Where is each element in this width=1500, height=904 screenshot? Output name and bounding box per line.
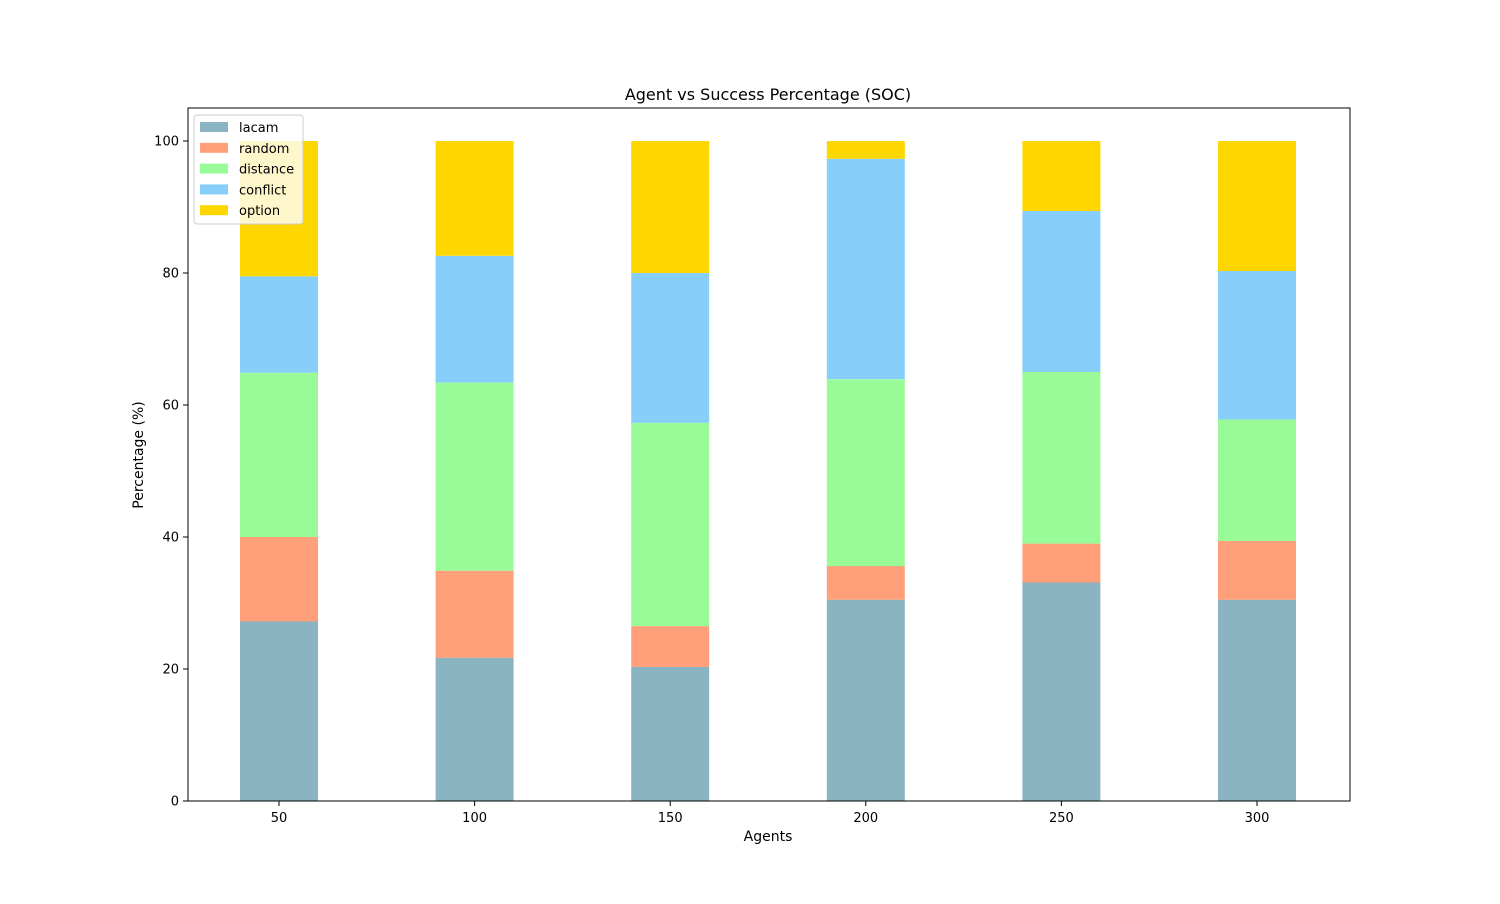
y-tick-label: 100 xyxy=(154,135,179,150)
bar-lacam-50 xyxy=(240,621,318,801)
bar-option-150 xyxy=(631,141,710,273)
bar-distance-100 xyxy=(435,382,514,571)
bars-layer xyxy=(240,141,1296,801)
bar-random-50 xyxy=(240,537,318,622)
bar-option-100 xyxy=(435,141,514,256)
x-tick-label: 300 xyxy=(1245,811,1270,826)
y-tick-label: 40 xyxy=(162,531,179,546)
bar-option-300 xyxy=(1218,141,1296,271)
legend-box xyxy=(193,114,304,225)
legend-label-distance: distance xyxy=(239,163,294,178)
bar-distance-50 xyxy=(240,372,318,537)
bar-option-250 xyxy=(1022,141,1101,211)
legend-swatch-random xyxy=(200,142,228,153)
bar-distance-250 xyxy=(1022,372,1101,544)
legend-swatch-distance xyxy=(200,163,228,174)
bar-distance-300 xyxy=(1218,419,1296,541)
y-tick-label: 20 xyxy=(162,663,179,678)
bar-random-300 xyxy=(1218,541,1296,600)
y-tick-label: 80 xyxy=(162,267,179,282)
x-tick-label: 250 xyxy=(1049,811,1074,826)
bar-random-200 xyxy=(826,566,905,600)
bar-distance-150 xyxy=(631,422,710,627)
legend-label-lacam: lacam xyxy=(239,121,278,136)
bar-random-250 xyxy=(1022,543,1101,583)
bar-lacam-100 xyxy=(435,657,514,801)
bar-lacam-300 xyxy=(1218,599,1296,801)
legend-label-option: option xyxy=(239,204,280,219)
x-tick-label: 200 xyxy=(853,811,878,826)
y-axis-label: Percentage (%) xyxy=(131,401,147,508)
bar-lacam-200 xyxy=(826,599,905,801)
plot-frame xyxy=(187,107,1351,802)
bar-option-200 xyxy=(826,141,905,159)
y-tick-label: 0 xyxy=(171,795,179,810)
legend-label-random: random xyxy=(239,142,289,157)
y-tick-label: 60 xyxy=(162,399,179,414)
bar-random-150 xyxy=(631,626,710,667)
x-tick-label: 50 xyxy=(271,811,288,826)
bar-lacam-150 xyxy=(631,667,710,801)
bar-random-100 xyxy=(435,570,514,658)
x-axis-label: Agents xyxy=(744,829,793,845)
bar-conflict-150 xyxy=(631,273,710,423)
x-axis: 50 100 150 200 250 300 xyxy=(271,801,1270,826)
legend-swatch-option xyxy=(200,205,228,216)
bar-conflict-300 xyxy=(1218,271,1296,420)
bar-distance-200 xyxy=(826,379,905,567)
bar-lacam-250 xyxy=(1022,582,1101,801)
y-axis: 0 20 40 60 80 100 xyxy=(154,135,188,810)
bar-conflict-250 xyxy=(1022,211,1101,372)
x-tick-label: 150 xyxy=(658,811,683,826)
legend-swatch-conflict xyxy=(200,184,228,195)
legend-swatch-lacam xyxy=(200,122,228,132)
x-tick-label: 100 xyxy=(462,811,487,826)
chart-title: Agent vs Success Percentage (SOC) xyxy=(625,85,911,104)
bar-conflict-200 xyxy=(826,158,905,380)
legend: lacam random distance conflict option xyxy=(193,114,304,225)
bar-conflict-50 xyxy=(240,276,318,373)
bar-conflict-100 xyxy=(435,255,514,383)
legend-label-conflict: conflict xyxy=(239,183,286,198)
